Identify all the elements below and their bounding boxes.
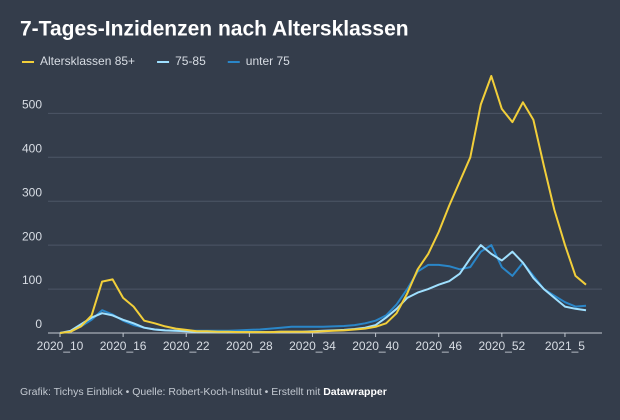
chart-title: 7-Tages-Inzidenzen nach Altersklassen	[20, 18, 409, 41]
y-tick-label: 400	[22, 141, 42, 155]
x-tick-label: 2020_40	[352, 339, 399, 353]
x-tick-label: 2020_34	[289, 339, 336, 353]
legend-label: 75-85	[175, 54, 206, 68]
x-tick-label: 2020_16	[100, 339, 147, 353]
y-tick-label: 300	[22, 185, 42, 199]
y-tick-label: 500	[22, 97, 42, 111]
series-line	[59, 75, 587, 334]
x-tick-label: 2020_46	[415, 339, 462, 353]
x-tick-label: 2021_5	[545, 339, 585, 353]
x-tick-label: 2020_28	[226, 339, 273, 353]
x-tick-label: 2020_52	[478, 339, 525, 353]
source: Grafik: Tichys Einblick • Quelle: Robert…	[20, 386, 387, 398]
legend-label: Altersklassen 85+	[40, 54, 135, 68]
y-tick-label: 100	[22, 273, 42, 287]
x-tick-label: 2020_22	[163, 339, 210, 353]
y-tick-label: 0	[35, 317, 42, 331]
source-strong: Datawrapper	[323, 386, 387, 398]
x-tick-label: 2020_10	[37, 339, 84, 353]
y-tick-label: 200	[22, 229, 42, 243]
source-text: Grafik: Tichys Einblick • Quelle: Robert…	[20, 386, 320, 398]
legend-label: unter 75	[246, 54, 290, 68]
